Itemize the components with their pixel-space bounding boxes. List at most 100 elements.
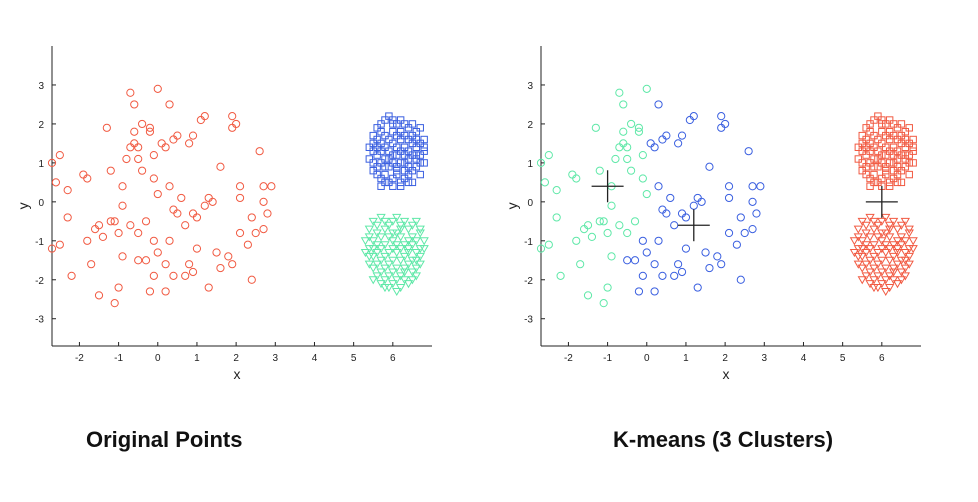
- y-tick-label: 3: [527, 81, 533, 92]
- data-point: [607, 201, 616, 210]
- data-point: [369, 131, 377, 140]
- data-point: [717, 112, 726, 121]
- y-axis-label: y: [504, 202, 520, 209]
- data-point: [685, 115, 694, 125]
- data-point: [380, 276, 390, 285]
- data-point: [900, 248, 910, 258]
- data-point: [893, 135, 902, 144]
- data-point: [90, 225, 100, 234]
- data-point: [388, 237, 398, 246]
- data-point: [98, 232, 108, 242]
- data-point: [380, 241, 390, 250]
- data-point: [165, 100, 174, 109]
- data-point: [866, 120, 874, 128]
- data-point: [161, 287, 170, 296]
- data-point: [373, 135, 381, 144]
- data-point: [724, 228, 734, 238]
- data-point: [861, 248, 871, 258]
- data-point: [228, 260, 237, 269]
- data-point: [188, 209, 198, 218]
- data-point: [169, 271, 178, 280]
- data-point: [407, 241, 418, 250]
- data-point: [67, 271, 76, 280]
- data-point: [603, 228, 612, 238]
- data-point: [748, 182, 757, 191]
- data-point: [411, 248, 421, 258]
- data-point: [900, 237, 910, 246]
- data-point: [878, 139, 886, 148]
- data-point: [892, 237, 903, 246]
- data-point: [884, 272, 895, 281]
- x-tick-label: 2: [722, 353, 728, 364]
- data-point: [638, 236, 647, 245]
- data-point: [408, 151, 417, 159]
- data-point: [381, 143, 389, 151]
- data-point: [204, 283, 213, 292]
- original-points-chart: -2 -1 0 1 2 3 4 5 6 3 2 1 0 -1 -2 -3 x y: [15, 46, 432, 382]
- data-point: [870, 170, 878, 179]
- data-point: [881, 264, 891, 273]
- x-tick-label: 0: [644, 353, 650, 364]
- data-point: [369, 147, 377, 155]
- data-point: [858, 159, 866, 167]
- data-point: [658, 271, 667, 280]
- data-point: [134, 154, 143, 164]
- data-point: [889, 159, 898, 167]
- data-point: [208, 197, 217, 206]
- data-point: [909, 143, 917, 151]
- data-point: [536, 244, 546, 253]
- data-point: [873, 248, 883, 258]
- data-point: [896, 268, 907, 277]
- data-point: [392, 276, 402, 285]
- data-point: [235, 228, 245, 238]
- data-point: [681, 244, 691, 253]
- data-point: [396, 182, 405, 190]
- data-point: [373, 143, 381, 151]
- data-point: [404, 178, 413, 187]
- data-point: [385, 155, 393, 163]
- data-point: [866, 174, 874, 183]
- data-point: [697, 197, 706, 206]
- x-tick-label: -2: [564, 353, 573, 364]
- data-point: [165, 182, 174, 191]
- data-point: [94, 221, 104, 230]
- data-point: [141, 217, 151, 226]
- data-point: [110, 299, 119, 308]
- data-point: [873, 260, 883, 269]
- data-point: [389, 120, 397, 128]
- x-tick-label: 1: [194, 353, 200, 364]
- data-point: [380, 284, 390, 293]
- data-point: [392, 264, 402, 273]
- data-point: [235, 193, 245, 203]
- data-point: [47, 244, 57, 253]
- data-point: [377, 128, 385, 136]
- data-point: [888, 264, 899, 273]
- data-point: [905, 124, 913, 132]
- data-point: [196, 115, 205, 125]
- data-point: [396, 159, 405, 167]
- data-point: [756, 182, 765, 191]
- data-point: [654, 182, 663, 191]
- data-point: [674, 139, 683, 148]
- data-point: [153, 189, 162, 199]
- data-point: [360, 248, 371, 258]
- data-point: [638, 271, 647, 280]
- data-point: [149, 236, 158, 245]
- data-point: [377, 139, 385, 148]
- data-point: [900, 272, 910, 281]
- data-point: [595, 217, 604, 226]
- data-point: [623, 154, 632, 164]
- data-point: [884, 221, 895, 230]
- kmeans-chart: -2 -1 0 1 2 3 4 5 6 3 2 1 0 -1 -2 -3 x y: [504, 46, 921, 382]
- data-point: [381, 170, 389, 179]
- data-point: [908, 245, 918, 254]
- data-point: [157, 139, 166, 148]
- data-point: [881, 213, 891, 223]
- data-point: [392, 287, 402, 297]
- data-point: [892, 280, 903, 289]
- data-point: [247, 213, 256, 222]
- data-point: [854, 143, 863, 151]
- data-point: [615, 88, 624, 97]
- data-point: [724, 182, 734, 191]
- data-point: [403, 225, 414, 234]
